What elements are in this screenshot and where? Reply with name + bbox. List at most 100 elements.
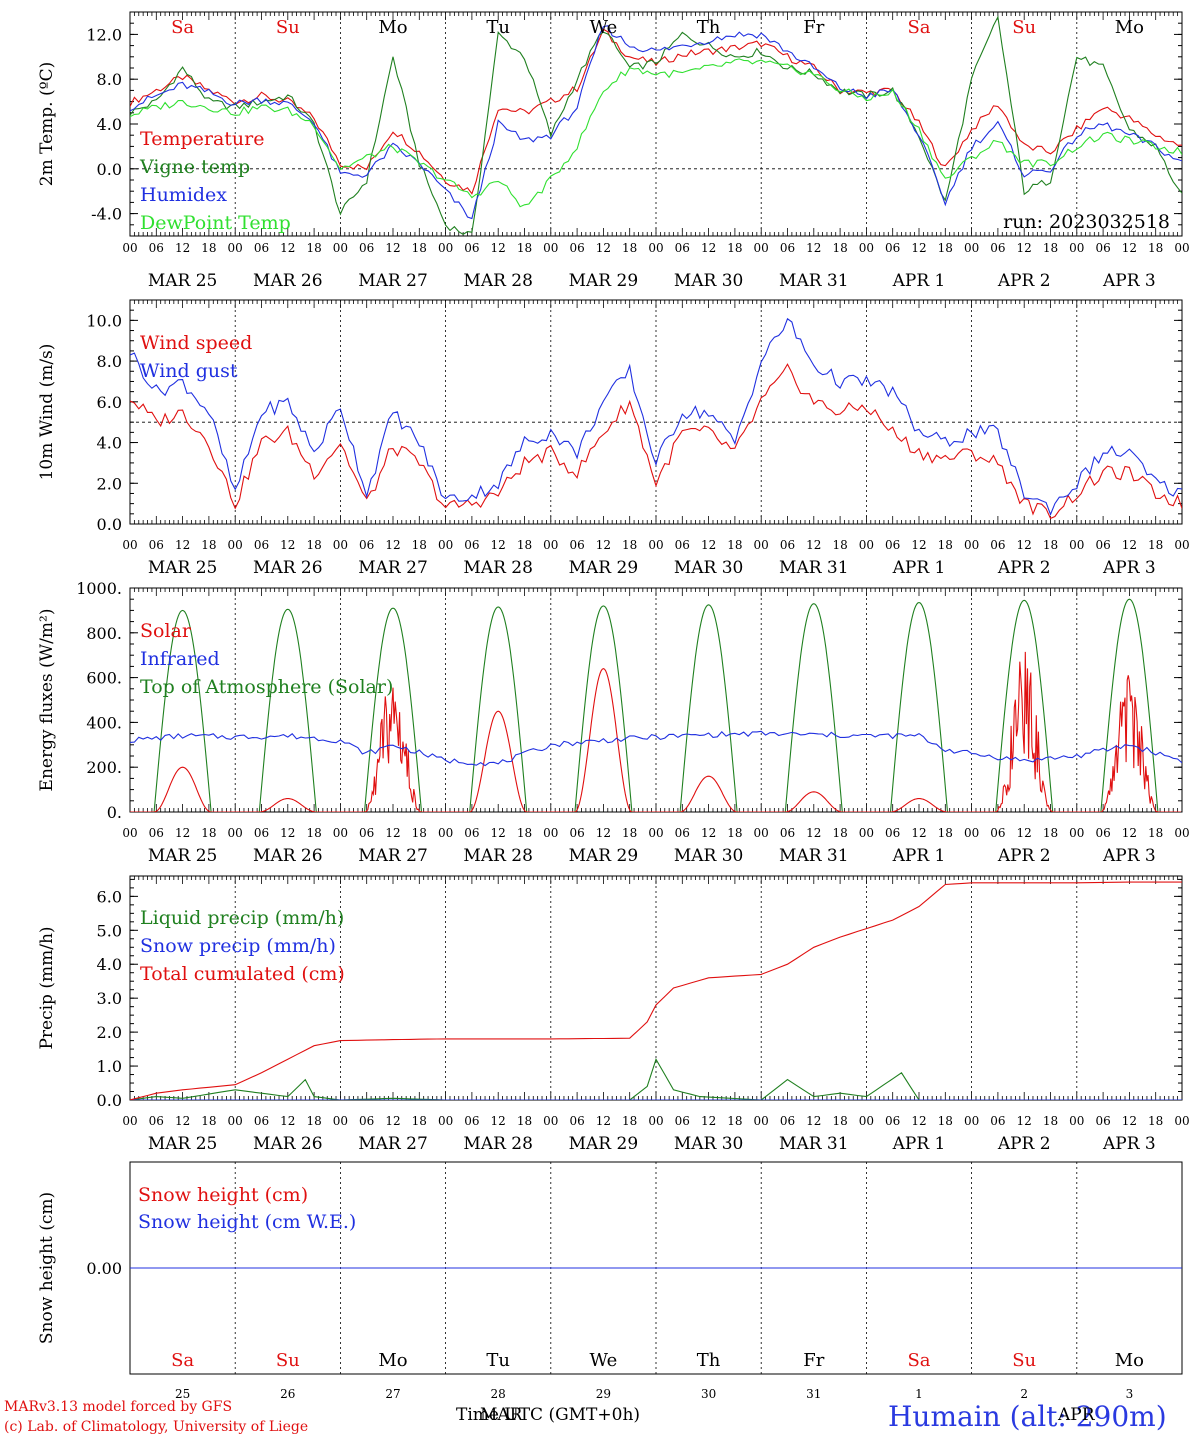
legend-entry: Liquid precip (mm/h) [140,907,344,929]
panel-snow: 0.00 Snow height (cm) Snow height (cm) Snow… [37,1161,1183,1401]
hour-tick-label: 12 [1122,241,1137,255]
day-label: MAR 26 [253,846,323,866]
hour-tick-label: 00 [1069,241,1084,255]
hour-tick-label: 12 [911,538,926,552]
hour-tick-label: 12 [385,1114,400,1128]
hour-tick-label: 12 [596,1114,611,1128]
series-line-dewpoint-temp [130,58,1182,208]
hour-tick-label: 06 [1095,241,1110,255]
y-tick-label: 4.0 [97,115,122,134]
copyright-credit: (c) Lab. of Climatology, University of L… [4,1419,309,1435]
hour-tick-label: 06 [569,241,584,255]
day-number-label: 1 [915,1387,923,1401]
day-label: APR 3 [1102,271,1156,291]
hour-tick-label: 18 [201,538,216,552]
hour-tick-label: 18 [622,538,637,552]
hour-tick-label: 00 [964,538,979,552]
series-line-solar [130,651,1181,812]
hour-tick-label: 06 [1095,826,1110,840]
series-line-liquid-precip-mm-h [130,1057,1182,1100]
hour-tick-label: 00 [228,1114,243,1128]
hour-tick-label: 00 [754,241,769,255]
hour-tick-label: 06 [675,826,690,840]
hour-tick-label: 00 [1174,1114,1189,1128]
series-line-vigne-temp [130,15,1182,235]
hour-tick-label: 18 [622,826,637,840]
legend-entry: Total cumulated (cm) [140,963,345,985]
y-tick-label: 2.0 [97,474,122,493]
hour-tick-label: 00 [648,826,663,840]
hour-tick-label: 06 [254,241,269,255]
legend-entry: Temperature [140,128,264,150]
month-label: MAR [480,1405,523,1425]
weekday-label: Mo [378,1350,407,1371]
hour-tick-label: 12 [1017,826,1032,840]
model-credit: MARv3.13 model forced by GFS [4,1399,233,1415]
hour-tick-label: 18 [1043,826,1058,840]
legend-entry: Snow height (cm) [138,1184,308,1206]
y-tick-label: 0.0 [97,515,122,534]
hour-tick-label: 06 [149,826,164,840]
panel-precip: 00 06 12 18 00 06 12 18 00 06 12 18 00 06 12 18 00 06 12 18… [37,875,1190,1154]
weekday-label: Sa [171,17,194,38]
legend-entry: Solar [140,620,192,642]
hour-tick-label: 12 [806,538,821,552]
legend-entry: DewPoint Temp [140,212,291,234]
hour-tick-label: 18 [727,1114,742,1128]
hour-tick-label: 12 [175,1114,190,1128]
hour-tick-label: 00 [1069,538,1084,552]
hour-tick-label: 06 [885,826,900,840]
hour-tick-label: 00 [1069,826,1084,840]
hour-tick-label: 06 [780,1114,795,1128]
hour-tick-label: 06 [149,1114,164,1128]
hour-tick-label: 06 [990,538,1005,552]
hour-tick-label: 18 [727,241,742,255]
day-label: MAR 30 [674,271,744,291]
hour-tick-label: 18 [938,1114,953,1128]
y-tick-label: 0.00 [86,1259,122,1278]
day-label: APR 2 [997,271,1051,291]
y-tick-label: 6.0 [97,887,122,906]
hour-tick-label: 06 [780,241,795,255]
series-group [130,881,1182,1100]
hour-tick-label: 18 [517,1114,532,1128]
hour-tick-label: 00 [754,1114,769,1128]
day-label: MAR 31 [779,271,849,291]
day-label: MAR 31 [779,846,849,866]
hour-tick-label: 18 [1043,538,1058,552]
day-label: MAR 27 [358,846,428,866]
hour-tick-label: 12 [1122,1114,1137,1128]
y-tick-label: 10.0 [86,311,122,330]
hour-tick-label: 18 [622,241,637,255]
y-axis-label: Energy fluxes (W/m²) [37,609,57,792]
y-tick-label: 8.0 [97,352,122,371]
hour-tick-label: 00 [859,1114,874,1128]
day-label: APR 2 [997,1134,1051,1154]
hour-tick-label: 06 [464,826,479,840]
hour-tick-label: 06 [359,1114,374,1128]
hour-tick-label: 00 [543,538,558,552]
weekday-label: Su [1012,17,1036,38]
hour-tick-label: 00 [438,1114,453,1128]
day-number-label: 30 [701,1387,716,1401]
hour-tick-label: 12 [701,538,716,552]
hour-tick-label: 00 [754,538,769,552]
y-tick-label: 1.0 [97,1057,122,1076]
hour-tick-label: 06 [569,826,584,840]
hour-tick-label: 18 [517,538,532,552]
hour-tick-label: 12 [491,826,506,840]
hour-tick-label: 06 [254,1114,269,1128]
hour-tick-label: 18 [412,241,427,255]
hour-tick-label: 06 [1095,1114,1110,1128]
day-label: MAR 25 [148,558,218,578]
weekday-label: Th [697,17,721,38]
legend-entry: Humidex [140,184,227,206]
hour-tick-label: 18 [201,1114,216,1128]
hour-tick-label: 06 [464,538,479,552]
panel-temperature: 00 06 12 18 00 06 12 18 00 06 12 18 00 06 12 18 00 06 12 18… [37,11,1190,291]
hour-tick-label: 06 [990,241,1005,255]
hour-tick-label: 12 [911,826,926,840]
hour-tick-label: 12 [1017,538,1032,552]
hour-tick-label: 18 [412,1114,427,1128]
hour-tick-label: 00 [122,826,137,840]
